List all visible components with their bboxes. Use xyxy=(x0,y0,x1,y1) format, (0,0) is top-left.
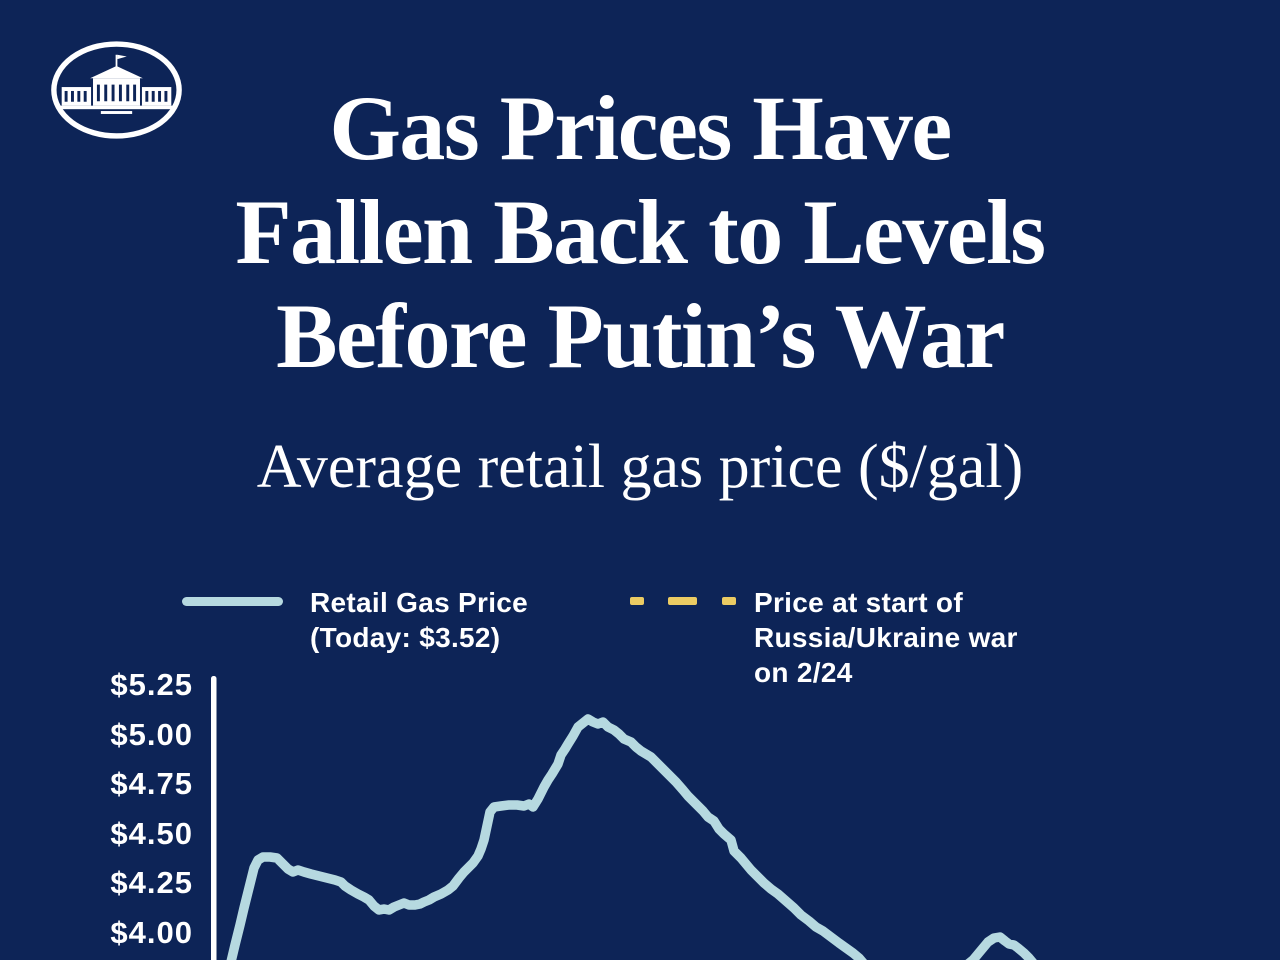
y-axis-line xyxy=(211,676,217,960)
legend-war-line-1: Price at start of xyxy=(754,587,963,618)
page-title: Gas Prices Have Fallen Back to Levels Be… xyxy=(0,76,1280,388)
building-window-cutouts xyxy=(64,84,168,102)
title-line-2: Fallen Back to Levels xyxy=(235,181,1046,283)
y-axis-label: $4.00 xyxy=(110,915,193,950)
y-axis-label: $4.75 xyxy=(110,766,193,802)
chart-subtitle: Average retail gas price ($/gal) xyxy=(256,433,1024,501)
gas-price-line xyxy=(226,714,1037,960)
dash-segment xyxy=(630,597,644,605)
white-house-logo xyxy=(51,41,182,139)
y-axis-label: $4.25 xyxy=(110,865,193,901)
legend-label-war-start: Price at start of Russia/Ukraine war on … xyxy=(754,585,1018,690)
legend-label-retail: Retail Gas Price (Today: $3.52) xyxy=(310,585,528,655)
title-line-1: Gas Prices Have xyxy=(329,77,952,179)
dash-segment xyxy=(722,597,736,605)
white-house-building-icon xyxy=(59,54,174,114)
retail-line-swatch-icon xyxy=(182,597,283,606)
y-axis-label: $5.00 xyxy=(110,716,193,752)
legend-retail-line-2: (Today: $3.52) xyxy=(310,622,501,653)
y-axis-label: $4.50 xyxy=(110,815,193,851)
logo-oval xyxy=(51,41,182,139)
legend-retail-line-1: Retail Gas Price xyxy=(310,587,529,618)
legend-war-line-3: on 2/24 xyxy=(754,657,853,688)
y-axis-label: $5.25 xyxy=(110,667,193,702)
legend-war-line-2: Russia/Ukraine war xyxy=(754,622,1018,653)
gas-price-chart xyxy=(211,676,1037,960)
title-line-3: Before Putin’s War xyxy=(276,285,1005,387)
dash-segment xyxy=(668,597,697,605)
